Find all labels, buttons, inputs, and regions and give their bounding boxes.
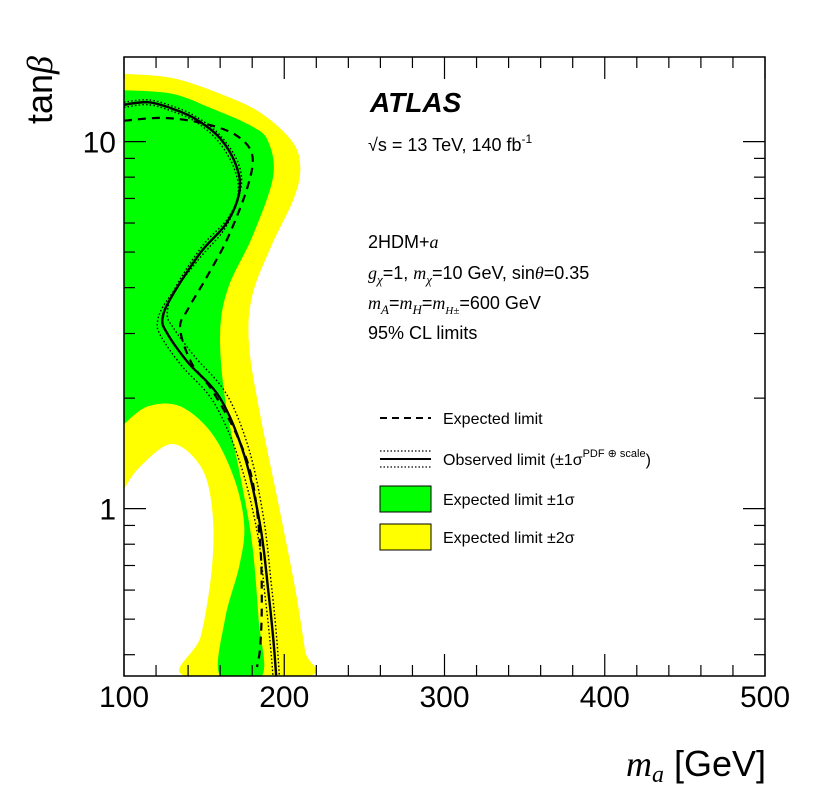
params-label: gχ=1, mχ=10 GeV, sinθ=0.35 (368, 263, 589, 287)
atlas-label: ATLAS (369, 87, 462, 118)
x-tick-label: 200 (259, 681, 309, 714)
mass-3: m (399, 293, 412, 313)
legend-observed-text: Observed limit (±1σ (443, 452, 583, 469)
model-it: a (430, 232, 439, 252)
expected-limit-line (124, 116, 263, 668)
x-tick-label: 300 (419, 681, 469, 714)
mass-label: mA=mH=mH±=600 GeV (368, 293, 541, 317)
legend-observed-end: ) (646, 452, 651, 469)
mass-2: = (389, 293, 400, 313)
mass-6: =600 GeV (459, 293, 541, 313)
params-1: g (368, 263, 377, 283)
y-tick-label: 10 (83, 127, 116, 160)
params-1-sub: χ (375, 272, 383, 287)
mass-1-sub: A (380, 302, 389, 317)
observed-limit-up-line (124, 98, 281, 676)
axis-tick-labels: 100 200 300 400 500 1 10 (83, 127, 790, 714)
x-tick-label: 100 (99, 681, 149, 714)
cl-label: 95% CL limits (368, 323, 477, 343)
x-axis-unit: [GeV] (674, 743, 766, 784)
mass-5: m (432, 293, 445, 313)
params-5: θ (535, 263, 544, 283)
curves-layer (124, 98, 281, 676)
x-axis-sub: a (652, 762, 664, 788)
mass-1: m (368, 293, 381, 313)
y-axis-pre: tan (19, 74, 60, 124)
x-axis-title: ma [GeV] (626, 743, 766, 788)
x-tick-label: 500 (740, 681, 790, 714)
mass-5-sub: H± (444, 305, 459, 317)
observed-limit-down-line (124, 103, 274, 676)
params-4: =10 GeV, sin (432, 263, 535, 283)
one-sigma-band (124, 90, 274, 676)
legend-2sigma-label: Expected limit ±2σ (443, 530, 575, 547)
model-text: 2HDM+ (368, 232, 430, 252)
legend-observed-label: Observed limit (±1σPDF ⊕ scale) (443, 448, 651, 469)
lumi-exp: -1 (522, 132, 533, 146)
x-tick-label: 400 (580, 681, 630, 714)
axis-ticks (123, 57, 766, 676)
x-axis-var: m (626, 744, 652, 784)
params-3-sub: χ (424, 272, 432, 287)
params-2: =1, (383, 263, 414, 283)
energy-lumi: = 13 TeV, 140 fb (387, 135, 522, 155)
y-tick-label: 1 (99, 494, 116, 527)
model-label: 2HDM+a (368, 232, 439, 252)
params-3: m (413, 263, 426, 283)
legend-expected-label: Expected limit (443, 411, 543, 428)
observed-limit-line (124, 100, 278, 676)
mass-3-sub: H (411, 302, 422, 317)
params-6: =0.35 (544, 263, 590, 283)
energy-lumi-label: √s = 13 TeV, 140 fb-1 (368, 132, 533, 155)
mass-4: = (422, 293, 433, 313)
legend: Expected limit Observed limit (±1σPDF ⊕ … (379, 411, 651, 551)
legend-1sigma-swatch (379, 485, 432, 513)
sqrt-s: √s (368, 135, 387, 155)
y-axis-title: tanβ (19, 56, 60, 124)
bands-layer (124, 73, 317, 676)
legend-2sigma-swatch (379, 523, 432, 551)
y-axis-sym: β (20, 56, 60, 75)
x-axis-space (664, 743, 674, 784)
legend-1sigma-label: Expected limit ±1σ (443, 492, 575, 509)
legend-observed-sup: PDF ⊕ scale (583, 448, 646, 460)
